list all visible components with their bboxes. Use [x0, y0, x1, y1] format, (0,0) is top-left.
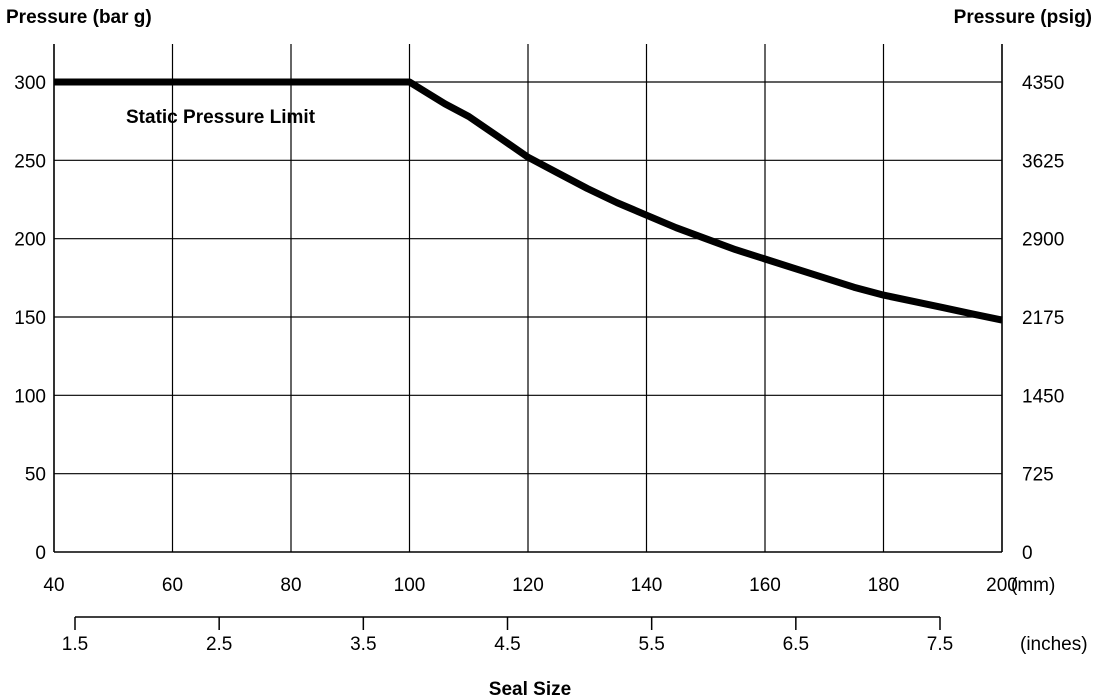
labels: Pressure (bar g) Pressure (psig) Static … [6, 7, 1092, 700]
x2-tick-label: 7.5 [927, 634, 953, 655]
y-tick-right-label: 2175 [1022, 308, 1064, 329]
y-tick-right-label: 1450 [1022, 386, 1064, 407]
y-axis-left-label: Pressure (bar g) [6, 7, 152, 28]
x-tick-label: 140 [631, 575, 663, 596]
x-tick-label: 180 [868, 575, 900, 596]
y-tick-right-label: 2900 [1022, 230, 1064, 251]
x-unit-label: (mm) [1011, 575, 1055, 596]
y-tick-left-label: 200 [14, 230, 46, 251]
y-tick-right-label: 0 [1022, 543, 1033, 564]
x-tick-label: 80 [280, 575, 301, 596]
x-tick-label: 200 [986, 575, 1018, 596]
x-tick-label: 120 [512, 575, 544, 596]
x-tick-label: 160 [749, 575, 781, 596]
x-tick-label: 40 [43, 575, 64, 596]
y-tick-right-label: 3625 [1022, 151, 1064, 172]
x2-tick-label: 4.5 [494, 634, 520, 655]
pressure-limit-curve [54, 78, 1003, 324]
x2-tick-label: 6.5 [783, 634, 809, 655]
x2-tick-label: 3.5 [350, 634, 376, 655]
y-tick-left-label: 50 [25, 465, 46, 486]
y-tick-left-label: 100 [14, 386, 46, 407]
series-layer [54, 78, 1003, 324]
x-tick-label: 100 [394, 575, 426, 596]
y-axis-right-label: Pressure (psig) [954, 7, 1092, 28]
y-tick-left-label: 0 [35, 543, 46, 564]
axes: 0 50 100 150 200 250 300 0 725 1450 2175 2900 3625 43… [14, 44, 1064, 655]
x-tick-label: 60 [162, 575, 183, 596]
y-tick-left-label: 250 [14, 151, 46, 172]
x2-tick-label: 1.5 [62, 634, 88, 655]
y-tick-left-label: 150 [14, 308, 46, 329]
x2-tick-label: 2.5 [206, 634, 232, 655]
y-tick-left-label: 300 [14, 73, 46, 94]
static-pressure-limit-annotation: Static Pressure Limit [126, 107, 316, 128]
y-tick-right-label: 725 [1022, 465, 1054, 486]
x-axis-label: Seal Size [489, 679, 571, 700]
x2-tick-label: 5.5 [638, 634, 664, 655]
y-tick-right-label: 4350 [1022, 73, 1064, 94]
x2-unit-label: (inches) [1020, 634, 1088, 655]
